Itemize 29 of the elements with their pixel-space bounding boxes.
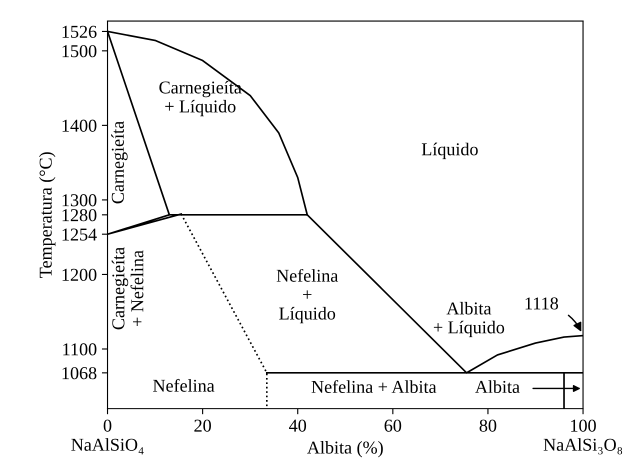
y-tick-label: 1068 (62, 367, 96, 380)
y-tick-label: 1254 (62, 228, 97, 241)
x-tick-label: 60 (384, 420, 402, 432)
text: NaAlSiO₄ (71, 438, 144, 454)
annotation: Carnegieíta + Líquido (159, 80, 242, 116)
x-axis-title: Albita (%) (307, 440, 383, 458)
y-tick-label: 1200 (62, 268, 96, 281)
annotation: Nefelina + Líquido (276, 268, 338, 324)
annotation: Carnegieíta + Nefelina (112, 247, 144, 330)
annotation: 1118 (526, 297, 558, 310)
text: NaAlSi₃O₈ (544, 438, 622, 454)
annotation: Carnegieíta (111, 121, 128, 204)
y-tick-label: 1280 (62, 209, 96, 222)
annotation: Nefelina (153, 378, 214, 392)
y-tick-label: 1300 (62, 194, 96, 206)
x-tick-label: 20 (194, 420, 211, 432)
x-tick-label: 100 (571, 420, 596, 432)
x-tick-label: 80 (480, 420, 496, 432)
annotation: Líquido (422, 142, 478, 160)
y-tick-label: 1100 (63, 343, 96, 356)
y-tick-label: 1500 (62, 45, 96, 58)
x-tick-label: 40 (289, 420, 306, 432)
x-tick-label: 0 (104, 420, 112, 432)
y-axis-title: Temperatura (°C) (39, 152, 56, 278)
annotation: Albita + Líquido (434, 302, 504, 338)
annotation: Nefelina + Albita (312, 380, 436, 393)
annotation: Albita (475, 380, 520, 393)
y-tick-label: 1526 (62, 26, 97, 38)
y-tick-label: 1400 (62, 120, 96, 132)
